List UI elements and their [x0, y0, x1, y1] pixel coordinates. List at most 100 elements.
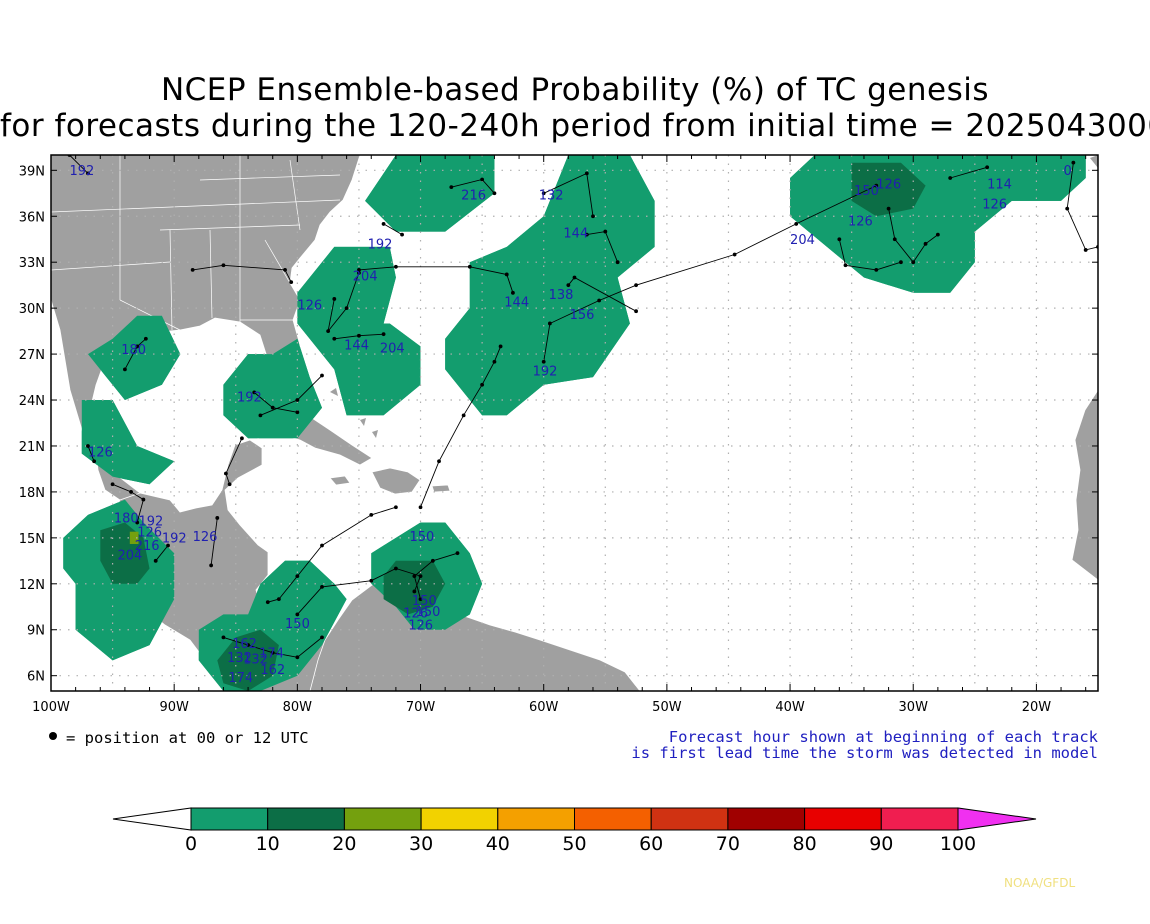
lon-tick-label: 40W [775, 700, 805, 715]
colorbar-segment [880, 807, 959, 831]
lat-tick-label: 24N [19, 394, 45, 409]
track-position-dot [135, 344, 140, 349]
lat-tick-label: 39N [19, 164, 45, 179]
track-position-dot [344, 306, 349, 311]
track-position-dot [541, 191, 546, 196]
track-position-dot [369, 578, 374, 583]
track-position-dot [221, 263, 226, 268]
track-position-dot [615, 260, 620, 265]
land-africa [1071, 389, 1098, 581]
colorbar-segment [804, 807, 882, 831]
track-position-dot [258, 413, 263, 418]
track-position-dot [252, 390, 257, 395]
track-start-hour-label: 204 [118, 548, 143, 563]
track-position-dot [270, 650, 275, 655]
land-jamaica [329, 475, 351, 486]
lat-tick-label: 21N [19, 440, 45, 455]
storm-track [192, 264, 292, 283]
track-position-dot [276, 597, 281, 602]
track-position-dot [498, 344, 503, 349]
prob-area-0-10 [365, 155, 495, 232]
track-position-dot [129, 490, 133, 494]
track-position-dot [86, 171, 90, 176]
track-position-dot [886, 206, 891, 211]
track-position-dot [295, 398, 300, 402]
track-position-dot [492, 191, 497, 196]
track-start-hour-label: 156 [570, 308, 595, 323]
track-start-hour-label: 192 [368, 237, 393, 252]
storm-track [838, 239, 902, 271]
track-position-dot [92, 459, 97, 464]
land-puerto-rico [431, 484, 451, 493]
track-position-dot [911, 260, 916, 265]
track-start-hour-label: 114 [987, 178, 1012, 193]
forecast-note-line1: Forecast hour shown at beginning of each… [668, 728, 1098, 746]
lon-tick-label: 20W [1022, 700, 1052, 715]
track-start-hour-label: 150 [285, 617, 310, 632]
forecast-note-line2: is first lead time the storm was detecte… [631, 744, 1098, 762]
track-position-dot [357, 333, 361, 338]
storm-track [69, 155, 89, 174]
track-start-hour-label: 204 [380, 342, 405, 357]
track-position-dot [332, 297, 337, 301]
state-boundaries [51, 155, 341, 331]
track-position-dot [418, 505, 423, 510]
track-position-dot [837, 237, 842, 242]
lon-tick-label: 100W [32, 700, 70, 715]
track-position-dot [86, 444, 90, 448]
track-start-hour-label: 204 [353, 270, 378, 285]
track-position-dot [270, 405, 275, 410]
prob-area-10-20 [383, 560, 446, 615]
track-position-dot [332, 336, 337, 341]
track-position-dot [467, 264, 472, 269]
prob-area-20-30 [129, 531, 139, 544]
colorbar-label: 60 [639, 833, 663, 855]
lat-tick-label: 18N [19, 486, 45, 501]
lat-tick-label: 9N [27, 624, 45, 639]
track-position-dot [843, 263, 848, 268]
map-frame [50, 154, 1099, 692]
track-start-hour-label: 216 [461, 188, 486, 203]
storm-track [87, 445, 95, 462]
track-position-dot [326, 329, 331, 334]
colorbar-segment [574, 807, 652, 831]
colorbar-label: 90 [869, 833, 893, 855]
track-position-dot [794, 222, 799, 226]
track-position-dot [480, 382, 485, 387]
prob-area-0-10 [88, 315, 181, 400]
track-position-dot [320, 635, 324, 640]
track-position-dot [412, 574, 417, 579]
lon-tick-label: 50W [652, 700, 682, 715]
track-start-hour-label: 138 [549, 288, 574, 303]
colorbar-segment [727, 807, 806, 831]
track-start-hour-label: 144 [563, 227, 588, 242]
track-start-hour-label: 150 [409, 530, 434, 545]
track-position-dot [985, 165, 990, 170]
track-position-dot [357, 267, 361, 272]
track-start-hour-label: 204 [790, 233, 815, 248]
track-position-dot [215, 516, 220, 520]
track-position-dot [283, 267, 287, 272]
storm-track [327, 272, 360, 332]
storm-track [210, 517, 218, 566]
legend-dot-label: = position at 00 or 12 UTC [66, 729, 309, 747]
track-position-dot [584, 171, 589, 176]
track-position-dot [430, 558, 435, 563]
legend-dot-icon [49, 732, 57, 740]
track-start-hour-label: 126 [408, 619, 433, 634]
track-start-hour-label: 180 [114, 512, 139, 527]
track-position-dot [224, 471, 228, 476]
prob-area-0-10 [81, 400, 175, 485]
credit-text: NOAA/GFDL [1004, 876, 1076, 890]
track-position-dot [320, 543, 324, 548]
track-position-dot [418, 574, 423, 579]
track-position-dot [935, 232, 940, 237]
track-position-dot [295, 655, 300, 660]
track-position-dot [209, 563, 214, 568]
storm-track [420, 346, 502, 508]
lon-tick-label: 60W [529, 700, 559, 715]
lon-tick-label: 30W [899, 700, 929, 715]
track-position-dot [449, 185, 454, 190]
track-position-dot [246, 643, 250, 647]
